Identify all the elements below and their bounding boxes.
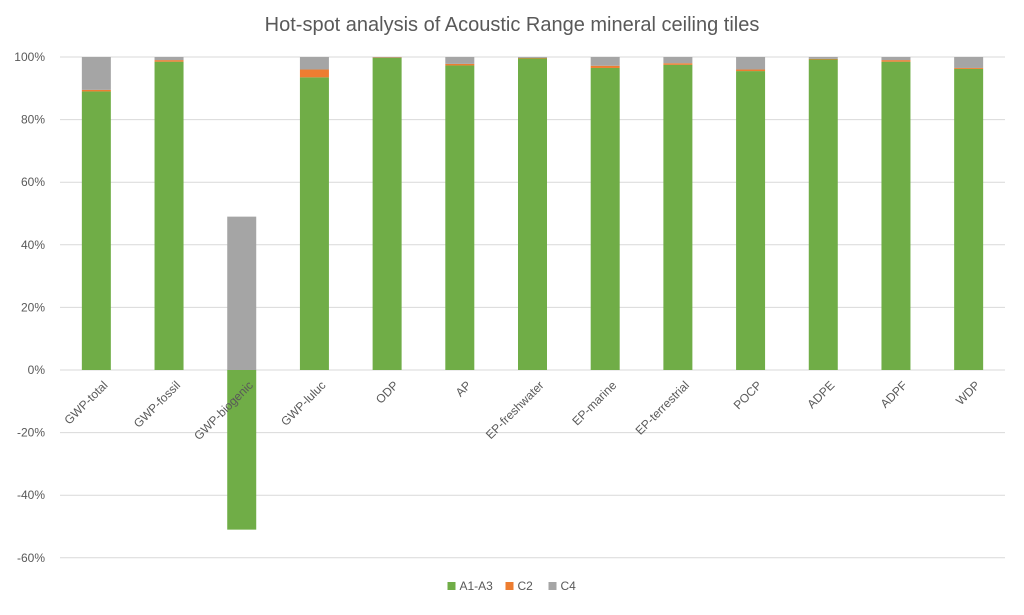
- bar-c4-ap: [445, 57, 475, 64]
- y-tick-label: 40%: [21, 238, 45, 252]
- x-tick-label: GWP-fossil: [131, 378, 183, 430]
- bar-c4-adpf: [881, 57, 911, 61]
- y-tick-label: 0%: [28, 363, 46, 377]
- bar-a1-a3-ep-freshwater: [518, 58, 547, 370]
- y-tick-label: 100%: [14, 50, 45, 64]
- x-tick-label: ADPE: [804, 378, 837, 411]
- bar-c4-odp: [372, 57, 402, 58]
- bar-a1-a3-adpf: [881, 61, 911, 370]
- bar-c2-ep-freshwater: [518, 57, 547, 59]
- x-tick-label: GWP-total: [61, 378, 110, 427]
- bar-a1-a3-gwp-biogenic: [227, 370, 257, 530]
- bar-c4-gwp-total: [81, 57, 111, 90]
- bar-c4-adpe: [808, 57, 838, 59]
- bar-c4-gwp-biogenic: [227, 216, 257, 370]
- bar-c2-ep-terrestrial: [663, 63, 693, 65]
- bar-a1-a3-adpe: [808, 59, 838, 371]
- legend-swatch: [447, 582, 456, 590]
- y-tick-label: 60%: [21, 175, 45, 189]
- bar-a1-a3-ep-terrestrial: [663, 64, 693, 370]
- x-tick-label: WDP: [953, 378, 983, 408]
- bar-a1-a3-gwp-fossil: [154, 61, 184, 370]
- legend-label: C2: [518, 579, 534, 593]
- bar-c2-gwp-fossil: [154, 60, 184, 62]
- bar-c2-odp: [372, 57, 402, 58]
- chart-title: Hot-spot analysis of Acoustic Range mine…: [265, 14, 760, 36]
- x-tick-label: POCP: [731, 378, 765, 412]
- bar-a1-a3-wdp: [954, 68, 984, 371]
- legend-swatch: [548, 582, 557, 590]
- x-tick-label: EP-marine: [569, 378, 619, 428]
- bar-c4-ep-freshwater: [518, 57, 547, 58]
- bar-c4-gwp-fossil: [154, 57, 184, 61]
- bar-c4-ep-terrestrial: [663, 57, 693, 64]
- bar-c2-wdp: [954, 67, 984, 69]
- bars: [81, 57, 984, 530]
- bar-a1-a3-gwp-luluc: [299, 77, 329, 370]
- bar-a1-a3-pocp: [736, 71, 766, 371]
- x-tick-label: GWP-luluc: [278, 378, 328, 428]
- y-axis-ticks: -60% -40% -20% 0% 20% 40% 60% 80% 100%: [14, 50, 45, 565]
- bar-c2-gwp-total: [81, 89, 111, 92]
- y-tick-label: 20%: [21, 300, 45, 314]
- bar-c4-ep-marine: [590, 57, 620, 66]
- bar-c2-ap: [445, 63, 475, 66]
- x-tick-label: ODP: [373, 378, 401, 406]
- y-tick-label: -60%: [17, 551, 45, 565]
- bar-a1-a3-odp: [372, 57, 402, 370]
- bar-c2-adpe: [808, 58, 838, 60]
- y-tick-label: -20%: [17, 426, 45, 440]
- bar-c2-pocp: [736, 69, 766, 72]
- x-axis-ticks: GWP-total GWP-fossil GWP-biogenic GWP-luluc…: [61, 378, 982, 443]
- bar-a1-a3-ep-marine: [590, 67, 620, 370]
- bar-c2-adpf: [881, 60, 911, 62]
- y-tick-label: -40%: [17, 488, 45, 502]
- legend-label: A1-A3: [460, 579, 494, 593]
- legend-swatch: [505, 582, 514, 590]
- y-tick-label: 80%: [21, 113, 45, 127]
- x-tick-label: ADPF: [878, 378, 911, 411]
- x-tick-label: EP-terrestrial: [633, 378, 692, 437]
- x-tick-label: AP: [453, 378, 474, 399]
- bar-c4-pocp: [736, 57, 766, 70]
- bar-c4-gwp-luluc: [299, 57, 329, 70]
- bar-c2-ep-marine: [590, 65, 620, 68]
- legend-label: C4: [561, 579, 577, 593]
- bar-a1-a3-ap: [445, 65, 475, 371]
- bar-a1-a3-gwp-total: [81, 91, 111, 371]
- bar-c4-wdp: [954, 57, 984, 68]
- bar-c2-gwp-luluc: [299, 69, 329, 78]
- legend: A1-A3 C2 C4: [447, 579, 577, 593]
